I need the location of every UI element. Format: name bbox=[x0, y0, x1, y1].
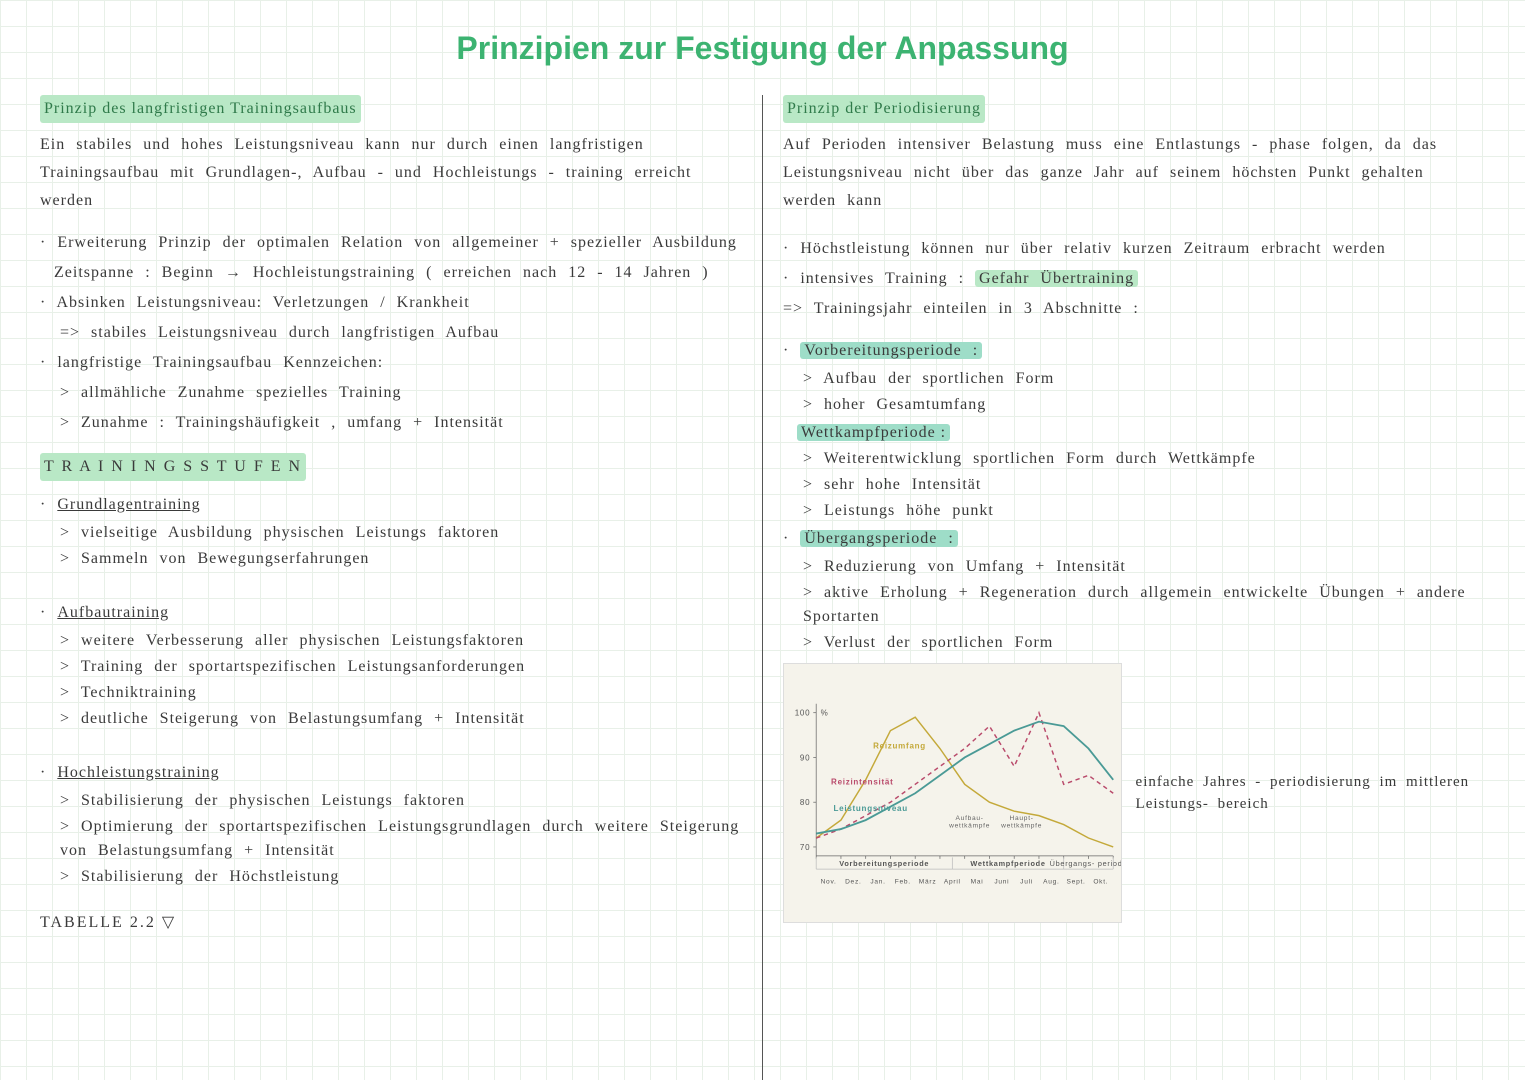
grund-item-2: Sammeln von Bewegungserfahrungen bbox=[40, 547, 742, 571]
svg-text:Vorbereitungsperiode: Vorbereitungsperiode bbox=[839, 859, 929, 868]
right-column: Prinzip der Periodisierung Auf Perioden … bbox=[763, 95, 1505, 1080]
auf-item-1: weitere Verbesserung aller physischen Le… bbox=[40, 629, 742, 653]
hoch-item-2: Optimierung der sportartspezifischen Lei… bbox=[40, 815, 742, 863]
auf-item-3: Techniktraining bbox=[40, 681, 742, 705]
left-bullet-3b: Zunahme : Trainingshäufigkeit , umfang +… bbox=[40, 409, 742, 437]
hochleistung-heading: Hochleistungstraining bbox=[57, 759, 219, 787]
auf-item-4: deutliche Steigerung von Belastungsumfan… bbox=[40, 707, 742, 731]
svg-text:Juni: Juni bbox=[994, 879, 1009, 886]
left-bullet-2: Absinken Leistungsniveau: Verletzungen /… bbox=[40, 289, 742, 317]
svg-text:Feb.: Feb. bbox=[895, 879, 911, 886]
grund-item-1: vielseitige Ausbildung physischen Leistu… bbox=[40, 521, 742, 545]
aufbau-heading: Aufbautraining bbox=[57, 599, 169, 627]
svg-text:Aug.: Aug. bbox=[1043, 879, 1059, 886]
content-columns: Prinzip des langfristigen Trainingsaufba… bbox=[20, 95, 1505, 1080]
right-bullet-2-pre: intensives Training : bbox=[800, 270, 964, 287]
uebergang-heading: Übergangsperiode : bbox=[800, 530, 957, 547]
svg-text:Haupt-: Haupt- bbox=[1010, 815, 1034, 822]
svg-text:Wettkampfperiode: Wettkampfperiode bbox=[970, 859, 1045, 868]
left-column: Prinzip des langfristigen Trainingsaufba… bbox=[20, 95, 763, 1080]
svg-text:Leistungsniveau: Leistungsniveau bbox=[834, 804, 908, 813]
svg-text:70: 70 bbox=[800, 843, 810, 852]
trainingsstufen-heading: T R A I N I N G S S T U F E N bbox=[40, 453, 306, 481]
right-bullet-1: Höchstleistung können nur über relativ k… bbox=[783, 235, 1485, 263]
ueb-item-3: Verlust der sportlichen Form bbox=[783, 631, 1485, 655]
vorb-item-1: Aufbau der sportlichen Form bbox=[783, 367, 1485, 391]
hoch-item-1: Stabilisierung der physischen Leistungs … bbox=[40, 789, 742, 813]
left-bullet-3a: allmähliche Zunahme spezielles Training bbox=[40, 379, 742, 407]
left-paragraph-1: Ein stabiles und hohes Leistungsniveau k… bbox=[40, 131, 742, 215]
left-bullet-1: Erweiterung Prinzip der optimalen Relati… bbox=[40, 229, 742, 257]
right-bullet-2-highlight: Gefahr Übertraining bbox=[975, 270, 1138, 287]
svg-text:%: % bbox=[821, 709, 829, 718]
auf-item-2: Training der sportartspezifischen Leistu… bbox=[40, 655, 742, 679]
left-bullet-3: langfristige Trainingsaufbau Kennzeichen… bbox=[40, 349, 742, 377]
wett-item-2: sehr hohe Intensität bbox=[783, 473, 1485, 497]
svg-text:Reizumfang: Reizumfang bbox=[873, 742, 926, 751]
wett-item-3: Leistungs höhe punkt bbox=[783, 499, 1485, 523]
table-reference: TABELLE 2.2 ▽ bbox=[40, 909, 742, 937]
vorb-item-2: hoher Gesamtumfang bbox=[783, 393, 1485, 417]
right-arrow-line: => Trainingsjahr einteilen in 3 Abschnit… bbox=[783, 295, 1485, 323]
chart-caption: einfache Jahres - periodisierung im mitt… bbox=[1136, 771, 1485, 815]
chart-row: 70 80 90 100% Nov. Dez. Jan. Feb. März April Mai Ju… bbox=[783, 663, 1485, 923]
svg-text:März: März bbox=[919, 879, 937, 886]
svg-text:Sept.: Sept. bbox=[1067, 879, 1086, 886]
svg-text:Okt.: Okt. bbox=[1093, 879, 1108, 886]
right-bullet-2: intensives Training : Gefahr Übertrainin… bbox=[783, 265, 1485, 293]
svg-text:100: 100 bbox=[795, 709, 811, 718]
ueb-item-2: aktive Erholung + Regeneration durch all… bbox=[783, 581, 1485, 629]
svg-text:April: April bbox=[944, 879, 961, 886]
page-title: Prinzipien zur Festigung der Anpassung bbox=[0, 30, 1525, 67]
svg-text:80: 80 bbox=[800, 798, 810, 807]
svg-text:Reizintensität: Reizintensität bbox=[831, 777, 893, 786]
svg-text:Übergangs- periode: Übergangs- periode bbox=[1050, 859, 1122, 868]
svg-text:wettkämpfe: wettkämpfe bbox=[1000, 822, 1042, 829]
svg-text:Mai: Mai bbox=[971, 879, 984, 886]
grundlagen-heading: Grundlagentraining bbox=[57, 491, 200, 519]
left-bullet-2-arrow: => stabiles Leistungsniveau durch langfr… bbox=[40, 319, 742, 347]
vorbereitungs-heading: Vorbereitungsperiode : bbox=[800, 342, 982, 359]
periodisierung-chart: 70 80 90 100% Nov. Dez. Jan. Feb. März April Mai Ju… bbox=[783, 663, 1122, 923]
wettkampf-heading: Wettkampfperiode : bbox=[797, 424, 950, 441]
hoch-item-3: Stabilisierung der Höchstleistung bbox=[40, 865, 742, 889]
svg-text:Aufbau-: Aufbau- bbox=[956, 815, 984, 822]
svg-text:Nov.: Nov. bbox=[821, 879, 837, 886]
svg-text:Dez.: Dez. bbox=[845, 879, 861, 886]
svg-text:wettkämpfe: wettkämpfe bbox=[948, 822, 990, 829]
svg-text:90: 90 bbox=[800, 753, 810, 762]
left-heading-1: Prinzip des langfristigen Trainingsaufba… bbox=[40, 95, 361, 123]
svg-text:Jan.: Jan. bbox=[870, 879, 885, 886]
left-bullet-1b: Zeitspanne : Beginn → Hochleistungstrain… bbox=[40, 259, 742, 287]
ueb-item-1: Reduzierung von Umfang + Intensität bbox=[783, 555, 1485, 579]
right-heading: Prinzip der Periodisierung bbox=[783, 95, 985, 123]
right-paragraph-1: Auf Perioden intensiver Belastung muss e… bbox=[783, 131, 1485, 215]
svg-text:Juli: Juli bbox=[1020, 879, 1033, 886]
wett-item-1: Weiterentwicklung sportlichen Form durch… bbox=[783, 447, 1485, 471]
